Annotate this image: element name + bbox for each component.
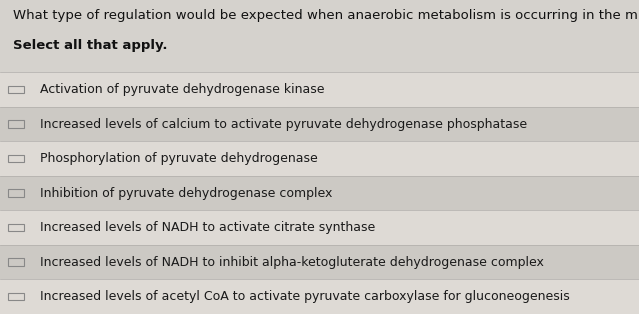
Bar xyxy=(0,279,639,314)
Text: Increased levels of calcium to activate pyruvate dehydrogenase phosphatase: Increased levels of calcium to activate … xyxy=(40,117,527,131)
Bar xyxy=(0,141,639,176)
Text: What type of regulation would be expected when anaerobic metabolism is occurring: What type of regulation would be expecte… xyxy=(13,9,639,22)
Text: Select all that apply.: Select all that apply. xyxy=(13,39,167,52)
Text: Increased levels of acetyl CoA to activate pyruvate carboxylase for gluconeogene: Increased levels of acetyl CoA to activa… xyxy=(40,290,569,303)
Text: Increased levels of NADH to activate citrate synthase: Increased levels of NADH to activate cit… xyxy=(40,221,375,234)
Bar xyxy=(0,245,639,279)
Bar xyxy=(0,176,639,210)
Bar xyxy=(0,210,639,245)
Text: Inhibition of pyruvate dehydrogenase complex: Inhibition of pyruvate dehydrogenase com… xyxy=(40,187,332,200)
Text: Phosphorylation of pyruvate dehydrogenase: Phosphorylation of pyruvate dehydrogenas… xyxy=(40,152,318,165)
Bar xyxy=(0,72,639,107)
Text: Activation of pyruvate dehydrogenase kinase: Activation of pyruvate dehydrogenase kin… xyxy=(40,83,324,96)
Text: Increased levels of NADH to inhibit alpha-ketogluterate dehydrogenase complex: Increased levels of NADH to inhibit alph… xyxy=(40,256,544,269)
Bar xyxy=(0,107,639,141)
